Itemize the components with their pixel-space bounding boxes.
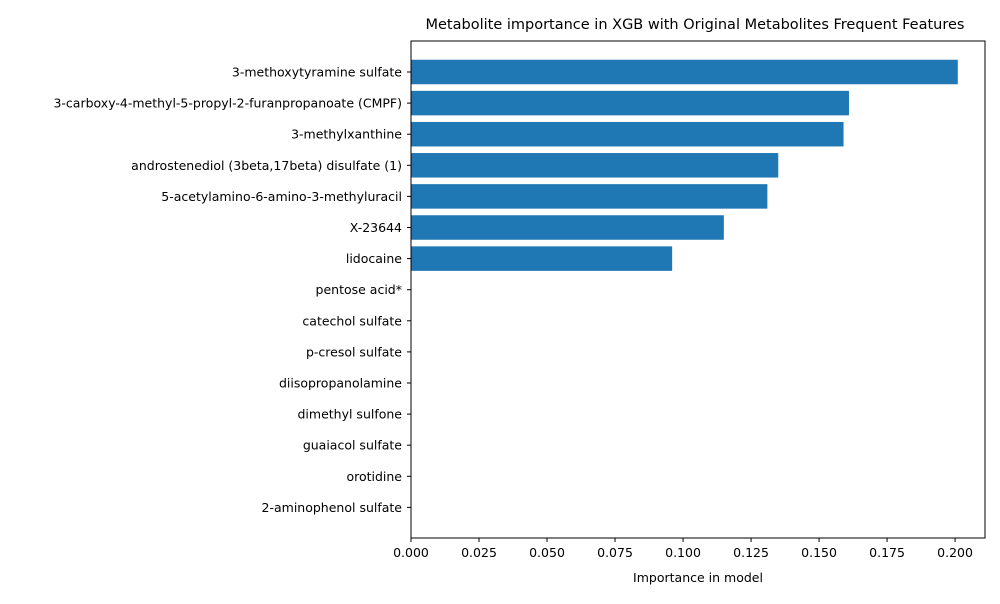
y-tick-label: pentose acid* bbox=[316, 282, 402, 297]
y-tick-label: X-23644 bbox=[350, 220, 402, 235]
x-tick-label: 0.125 bbox=[733, 545, 769, 560]
bar bbox=[411, 153, 779, 178]
y-tick-label: 2-aminophenol sulfate bbox=[262, 500, 403, 515]
y-tick-label: 5-acetylamino-6-amino-3-methyluracil bbox=[161, 189, 402, 204]
bar bbox=[411, 246, 673, 271]
x-axis-ticks: 0.000 0.025 0.050 0.075 0.100 0.125 0.150 0.175… bbox=[393, 538, 973, 560]
bar bbox=[411, 184, 768, 209]
y-tick-label: p-cresol sulfate bbox=[306, 344, 402, 359]
y-tick-label: 3-methylxanthine bbox=[291, 127, 402, 142]
x-axis-label: Importance in model bbox=[633, 570, 763, 585]
bar bbox=[411, 215, 724, 240]
x-tick-label: 0.150 bbox=[801, 545, 837, 560]
y-tick-label: lidocaine bbox=[346, 251, 402, 266]
bars bbox=[411, 59, 958, 271]
y-tick-label: guaiacol sulfate bbox=[303, 438, 402, 453]
x-tick-label: 0.175 bbox=[869, 545, 905, 560]
bar bbox=[411, 121, 844, 147]
y-tick-label: 3-carboxy-4-methyl-5-propyl-2-furanpropa… bbox=[53, 96, 402, 111]
x-tick-label: 0.200 bbox=[937, 545, 973, 560]
bar bbox=[411, 59, 958, 85]
y-tick-label: androstenediol (3beta,17beta) disulfate … bbox=[131, 158, 402, 173]
bar bbox=[411, 90, 849, 116]
x-tick-label: 0.025 bbox=[461, 545, 497, 560]
x-tick-label: 0.000 bbox=[393, 545, 429, 560]
chart-title: Metabolite importance in XGB with Origin… bbox=[426, 17, 965, 33]
y-tick-label: catechol sulfate bbox=[302, 313, 402, 328]
x-tick-label: 0.075 bbox=[597, 545, 633, 560]
y-tick-label: orotidine bbox=[346, 469, 402, 484]
x-tick-label: 0.100 bbox=[665, 545, 701, 560]
y-axis-labels: 3-methoxytyramine sulfate 3-carboxy-4-met… bbox=[53, 65, 411, 515]
plot-frame bbox=[410, 40, 986, 539]
y-tick-label: 3-methoxytyramine sulfate bbox=[232, 65, 402, 80]
y-tick-label: diisopropanolamine bbox=[279, 376, 402, 391]
y-tick-label: dimethyl sulfone bbox=[297, 407, 402, 422]
x-tick-label: 0.050 bbox=[529, 545, 565, 560]
